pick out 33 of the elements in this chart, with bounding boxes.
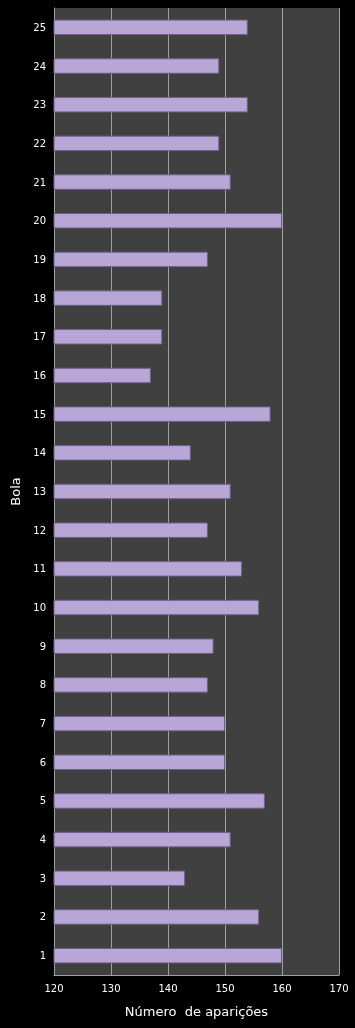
y-tick-label: 4 xyxy=(39,834,46,846)
y-tick-label: 22 xyxy=(33,137,46,149)
y-tick-label: 1 xyxy=(39,950,46,962)
y-tick-label: 18 xyxy=(33,292,46,304)
x-tick-label: 160 xyxy=(272,982,292,994)
y-tick-label: 11 xyxy=(33,563,46,575)
y-tick-label: 20 xyxy=(33,215,46,227)
x-axis-title: Número de aparições xyxy=(124,1004,269,1019)
x-tick-label: 170 xyxy=(329,982,349,994)
y-tick-label: 6 xyxy=(39,756,46,768)
y-tick-label: 16 xyxy=(33,369,46,381)
y-tick-label: 13 xyxy=(33,486,46,497)
y-tick-label: 2 xyxy=(39,911,46,923)
x-tick-label: 130 xyxy=(101,982,121,994)
y-tick-label: 3 xyxy=(39,872,46,884)
x-tick-label: 140 xyxy=(158,982,178,994)
y-tick-label: 23 xyxy=(33,99,46,111)
y-tick-label: 8 xyxy=(39,679,46,691)
y-tick-label: 25 xyxy=(33,21,46,33)
y-axis-title: Bola xyxy=(8,477,24,506)
y-tick-label: 7 xyxy=(39,718,46,730)
y-tick-label: 17 xyxy=(33,331,46,343)
y-tick-label: 14 xyxy=(33,447,46,459)
y-tick-label: 15 xyxy=(33,408,46,420)
y-tick-label: 10 xyxy=(33,602,46,614)
y-tick-label: 9 xyxy=(39,640,46,652)
x-tick-label: 120 xyxy=(44,982,64,994)
x-tick-label: 150 xyxy=(215,982,235,994)
y-tick-label: 24 xyxy=(33,60,46,72)
y-tick-label: 19 xyxy=(33,253,46,265)
y-tick-label: 21 xyxy=(33,176,46,188)
y-tick-label: 5 xyxy=(39,795,46,807)
y-tick-label: 12 xyxy=(33,524,46,536)
